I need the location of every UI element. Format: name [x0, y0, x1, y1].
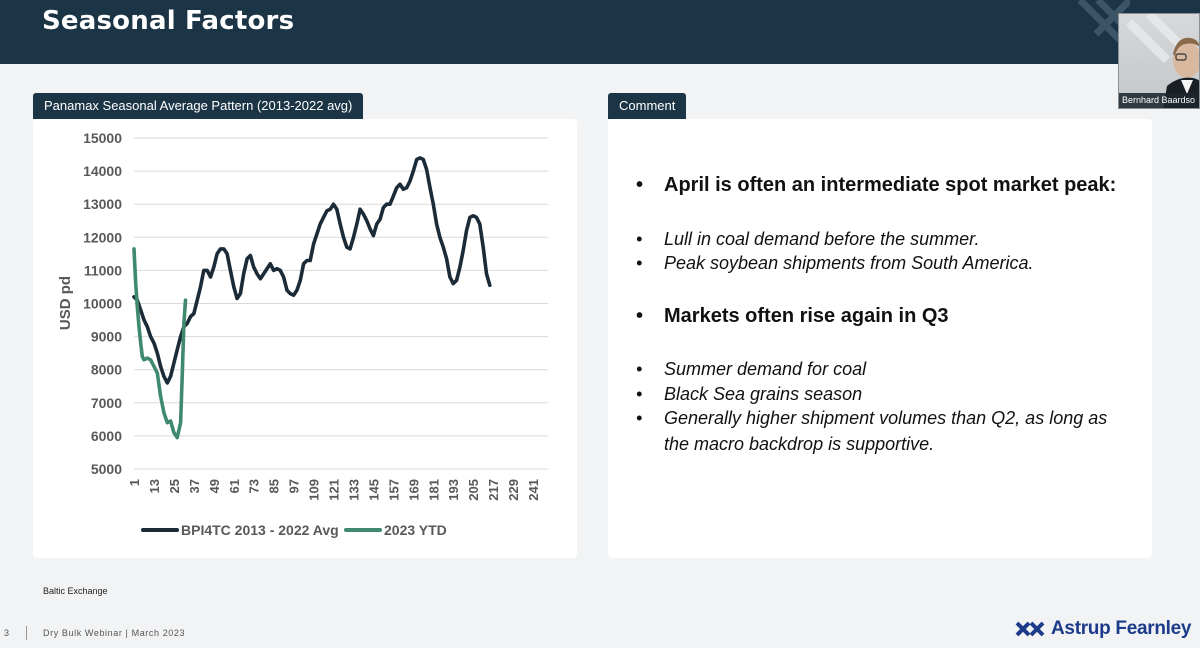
slide-title: Seasonal Factors	[42, 6, 295, 36]
y-tick-label: 7000	[91, 395, 122, 411]
x-tick-label: 73	[247, 479, 262, 493]
x-tick-label: 49	[207, 479, 222, 493]
participant-name-label: Bernhard Baardso	[1119, 93, 1199, 108]
y-tick-label: 12000	[83, 229, 122, 245]
slide-header: Seasonal Factors	[0, 0, 1200, 64]
legend-label-1: BPI4TC 2013 - 2022 Avg	[181, 522, 339, 538]
bullet-dot: •	[636, 384, 643, 404]
y-tick-label: 5000	[91, 461, 122, 477]
bullet-dot: •	[636, 359, 643, 379]
x-tick-label: 229	[506, 479, 521, 501]
x-tick-label: 37	[187, 479, 202, 493]
y-tick-label: 6000	[91, 428, 122, 444]
bullet-dot: •	[636, 174, 644, 196]
bullet-text: Black Sea grains season	[664, 384, 863, 404]
y-tick-label: 14000	[83, 163, 122, 179]
footer-page-number: 3	[4, 628, 10, 638]
x-tick-label: 193	[446, 479, 461, 501]
x-tick-label: 61	[227, 479, 242, 493]
x-tick-label: 241	[526, 479, 541, 501]
y-tick-label: 8000	[91, 362, 122, 378]
y-tick-label: 9000	[91, 329, 122, 345]
y-tick-label: 11000	[84, 262, 122, 278]
footer-text: Dry Bulk Webinar | March 2023	[43, 628, 186, 638]
bullet-text: Markets often rise again in Q3	[664, 305, 949, 327]
x-tick-label: 205	[466, 479, 481, 501]
bullet-dot: •	[636, 305, 644, 327]
bullet-dot: •	[636, 229, 643, 249]
x-tick-label: 25	[167, 479, 182, 493]
chart-panel	[33, 119, 577, 558]
bullet-text: Lull in coal demand before the summer.	[664, 229, 980, 249]
x-tick-label: 157	[386, 479, 401, 501]
y-axis-label: USD pd	[57, 276, 74, 330]
x-tick-label: 13	[147, 479, 162, 493]
series-line-1	[132, 156, 492, 385]
y-tick-label: 15000	[83, 130, 122, 146]
legend-label-2: 2023 YTD	[384, 522, 447, 538]
x-tick-label: 133	[346, 479, 361, 501]
bullet-text: the macro backdrop is supportive.	[664, 434, 935, 454]
x-tick-label: 217	[486, 479, 501, 501]
x-tick-label: 1	[127, 479, 142, 486]
bullet-text: Peak soybean shipments from South Americ…	[664, 253, 1034, 273]
y-tick-label: 13000	[83, 196, 122, 212]
comment-panel	[608, 119, 1152, 558]
bullet-text: Summer demand for coal	[664, 359, 867, 379]
x-tick-label: 169	[406, 479, 421, 501]
series-line-2	[132, 247, 188, 440]
x-tick-label: 109	[307, 479, 322, 501]
comment-panel-tab: Comment	[608, 93, 687, 119]
logo-mark-icon	[1015, 621, 1045, 637]
x-tick-label: 181	[426, 479, 441, 501]
bullet-dot: •	[636, 408, 643, 428]
x-tick-label: 85	[267, 479, 282, 493]
x-tick-label: 145	[366, 479, 381, 501]
footer-separator	[26, 626, 27, 640]
chart-panel-tab: Panamax Seasonal Average Pattern (2013-2…	[33, 93, 364, 119]
source-note: Baltic Exchange	[43, 586, 108, 596]
bullet-text: Generally higher shipment volumes than Q…	[664, 408, 1108, 428]
bullet-dot: •	[636, 253, 643, 273]
bullet-text: April is often an intermediate spot mark…	[664, 174, 1117, 196]
x-tick-label: 97	[287, 479, 302, 493]
logo-text: Astrup Fearnley	[1051, 618, 1192, 639]
y-tick-label: 10000	[83, 296, 122, 312]
x-tick-label: 121	[327, 479, 342, 501]
